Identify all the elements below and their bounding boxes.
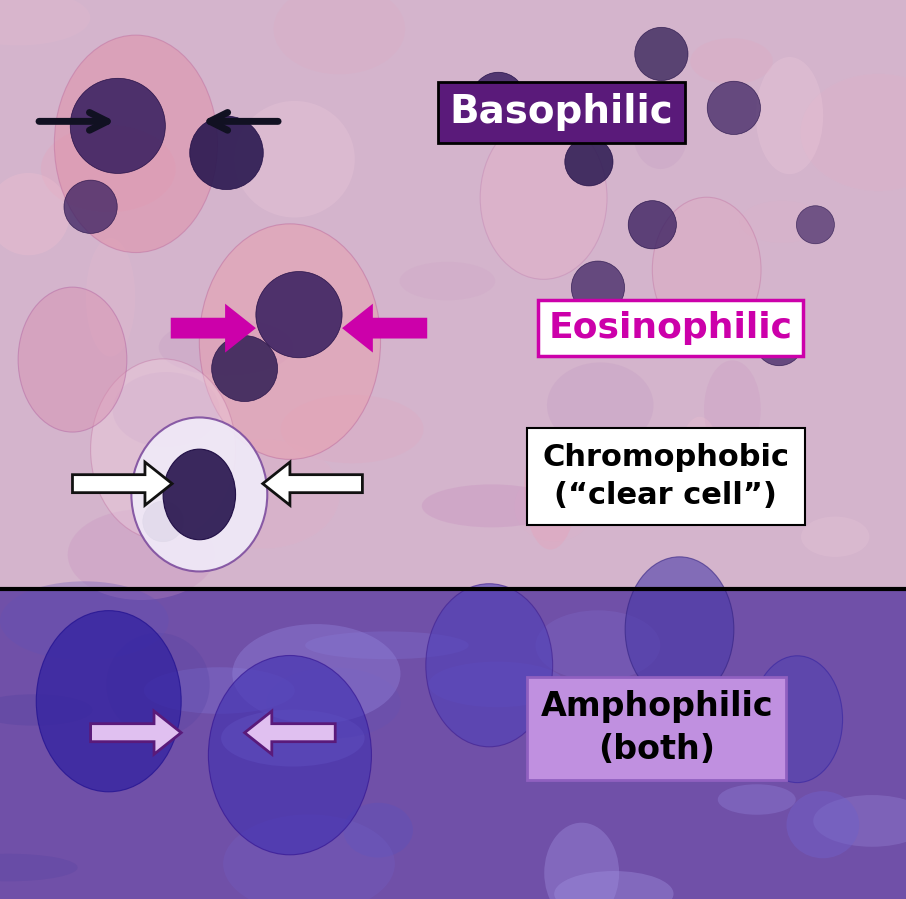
- Ellipse shape: [659, 426, 765, 516]
- Text: Amphophilic
(both): Amphophilic (both): [541, 690, 773, 766]
- Ellipse shape: [106, 633, 209, 736]
- Ellipse shape: [704, 360, 761, 458]
- Ellipse shape: [801, 517, 870, 556]
- Ellipse shape: [426, 583, 553, 747]
- Ellipse shape: [515, 472, 594, 541]
- Text: Chromophobic
(“clear cell”): Chromophobic (“clear cell”): [543, 443, 789, 510]
- Ellipse shape: [221, 709, 364, 767]
- Ellipse shape: [91, 359, 236, 540]
- FancyArrow shape: [91, 711, 181, 754]
- Ellipse shape: [189, 116, 264, 190]
- Ellipse shape: [535, 610, 660, 681]
- Ellipse shape: [0, 694, 92, 725]
- Ellipse shape: [635, 27, 688, 81]
- Ellipse shape: [163, 450, 236, 539]
- Ellipse shape: [524, 427, 577, 549]
- Ellipse shape: [690, 38, 773, 85]
- Ellipse shape: [41, 125, 176, 212]
- Ellipse shape: [400, 262, 496, 300]
- Ellipse shape: [68, 510, 215, 600]
- Ellipse shape: [36, 610, 181, 792]
- Ellipse shape: [212, 335, 277, 402]
- Ellipse shape: [814, 795, 906, 847]
- Ellipse shape: [223, 814, 395, 899]
- Ellipse shape: [652, 197, 761, 343]
- Ellipse shape: [274, 0, 405, 75]
- Ellipse shape: [545, 823, 619, 899]
- Ellipse shape: [131, 417, 267, 572]
- Bar: [0, 589, 906, 899]
- Ellipse shape: [144, 667, 294, 714]
- Ellipse shape: [112, 372, 220, 448]
- Ellipse shape: [472, 72, 525, 126]
- Ellipse shape: [255, 271, 342, 358]
- Ellipse shape: [422, 485, 562, 528]
- Ellipse shape: [801, 74, 906, 191]
- Ellipse shape: [305, 631, 468, 659]
- Ellipse shape: [185, 440, 340, 548]
- Ellipse shape: [232, 624, 400, 724]
- Ellipse shape: [86, 238, 135, 357]
- Ellipse shape: [281, 395, 424, 463]
- Ellipse shape: [0, 582, 169, 660]
- Ellipse shape: [480, 116, 607, 280]
- Ellipse shape: [554, 871, 673, 899]
- Ellipse shape: [199, 224, 381, 459]
- Ellipse shape: [265, 667, 400, 738]
- Ellipse shape: [756, 57, 824, 174]
- Ellipse shape: [0, 854, 78, 881]
- Ellipse shape: [64, 180, 117, 234]
- Ellipse shape: [755, 317, 804, 366]
- Ellipse shape: [0, 173, 70, 255]
- Ellipse shape: [564, 138, 613, 186]
- FancyArrow shape: [263, 462, 362, 505]
- Ellipse shape: [633, 101, 688, 169]
- FancyArrow shape: [245, 711, 335, 754]
- Ellipse shape: [708, 81, 760, 135]
- Ellipse shape: [625, 556, 734, 702]
- Ellipse shape: [143, 501, 183, 542]
- Ellipse shape: [0, 0, 91, 46]
- Ellipse shape: [159, 319, 293, 376]
- FancyArrow shape: [344, 307, 426, 350]
- Ellipse shape: [628, 200, 677, 249]
- Ellipse shape: [54, 35, 217, 253]
- Ellipse shape: [547, 362, 653, 449]
- FancyArrow shape: [72, 462, 172, 505]
- Ellipse shape: [796, 206, 834, 244]
- Ellipse shape: [740, 200, 824, 243]
- Ellipse shape: [429, 662, 565, 708]
- Text: Basophilic: Basophilic: [450, 93, 673, 131]
- Text: Eosinophilic: Eosinophilic: [548, 311, 793, 345]
- Ellipse shape: [677, 417, 723, 527]
- Ellipse shape: [235, 101, 355, 218]
- Ellipse shape: [572, 261, 624, 315]
- Ellipse shape: [752, 655, 843, 783]
- Ellipse shape: [786, 791, 859, 859]
- Ellipse shape: [18, 287, 127, 432]
- Bar: [0, 0, 906, 589]
- FancyArrow shape: [172, 307, 254, 350]
- Ellipse shape: [71, 78, 165, 174]
- Ellipse shape: [208, 655, 371, 855]
- Ellipse shape: [343, 803, 413, 858]
- Ellipse shape: [718, 784, 795, 814]
